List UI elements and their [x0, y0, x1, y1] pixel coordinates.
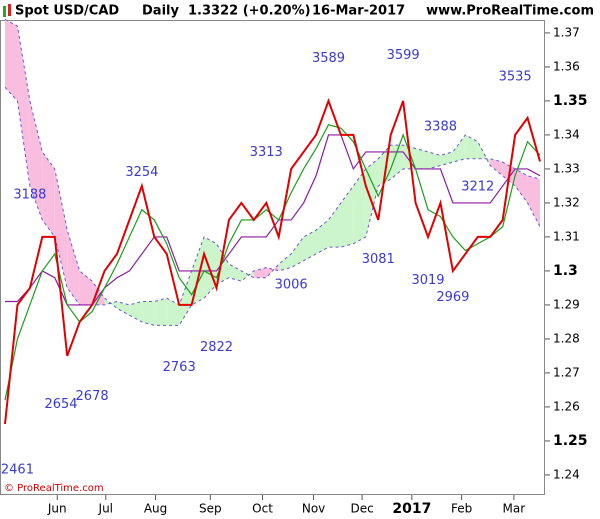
annotation: 2763: [163, 360, 196, 375]
x-tick-label: Aug: [144, 502, 167, 516]
y-tick-label: 1.25: [553, 433, 588, 449]
annotation: 2822: [200, 340, 233, 355]
y-tick-label: 1.36: [553, 59, 580, 73]
cloud-segment: [515, 168, 528, 203]
x-tick-label: Jul: [98, 502, 113, 516]
x-tick-label: Jun: [47, 502, 67, 516]
cloud-segment: [166, 298, 180, 326]
cloud-segment: [17, 26, 30, 186]
cloud-segment: [452, 134, 466, 163]
x-tick-label: Nov: [302, 502, 325, 516]
annotation: 3212: [461, 179, 494, 194]
annotation: 3254: [125, 165, 158, 180]
y-tick-label: 1.26: [553, 399, 580, 413]
annotation: 3313: [250, 145, 283, 160]
interval: Daily: [142, 4, 179, 19]
cloud-segment: [390, 145, 404, 180]
cloud-segment: [490, 158, 503, 176]
source: www.ProRealTime.com: [426, 4, 594, 19]
annotation: 3188: [13, 188, 46, 203]
cloud-segment: [179, 270, 192, 326]
y-tick-label: 1.35: [553, 93, 588, 109]
cloud-segment: [228, 264, 242, 282]
series-line: [4, 98, 541, 425]
annotation: 3006: [275, 277, 308, 292]
cloud-segment: [253, 267, 267, 278]
cloud-segment: [278, 253, 292, 271]
y-tick-label: 1.28: [553, 331, 580, 345]
plot-frame: [0, 20, 545, 495]
y-tick-label: 1.29: [553, 297, 580, 311]
annotation: 3388: [424, 120, 457, 135]
cloud-segment: [440, 151, 453, 166]
cloud-segment: [154, 298, 167, 326]
cloud-segment: [303, 230, 317, 261]
annotation: 3599: [387, 48, 420, 63]
y-tick-label: 1.33: [553, 161, 580, 175]
cloud-segment: [365, 158, 379, 237]
chart-title: Spot USD/CAD: [15, 4, 119, 19]
date: 16-Mar-2017: [312, 4, 405, 19]
cloud-segment: [141, 301, 155, 326]
annotation: 3589: [312, 51, 345, 66]
cloud-segment: [67, 230, 80, 305]
cloud-segment: [428, 151, 441, 169]
copyright: © ProRealTime.com: [4, 483, 104, 494]
cloud-segment: [79, 270, 93, 305]
cloud-segment: [328, 202, 341, 248]
cloud-segment: [291, 236, 304, 268]
last-price: 1.3322 (+0.20%): [188, 4, 311, 19]
x-tick-label: Dec: [350, 502, 373, 516]
annotation: 3081: [362, 252, 395, 267]
cloud-segment: [42, 151, 55, 237]
logo-icon: [3, 4, 11, 17]
y-tick-label: 1.3: [553, 263, 578, 279]
y-tick-label: 1.27: [553, 365, 580, 379]
cloud-segment: [316, 219, 329, 254]
cloud-segment: [415, 148, 429, 169]
cloud-segment: [29, 100, 43, 220]
annotation: 2678: [76, 389, 109, 404]
cloud-edge: [4, 86, 541, 306]
cloud-segment: [340, 185, 354, 248]
cloud-segment: [5, 19, 18, 101]
annotation: 2654: [44, 397, 77, 412]
cloud-segment: [527, 175, 540, 227]
annotation: 2461: [1, 463, 34, 478]
annotation: 3019: [411, 273, 444, 288]
annotation: 2969: [436, 290, 469, 305]
x-tick-label: Oct: [252, 502, 273, 516]
series-line: [4, 124, 541, 401]
y-tick-label: 1.31: [553, 229, 580, 243]
x-tick-label: Feb: [451, 502, 472, 516]
cloud-edge: [4, 18, 541, 326]
cloud-segment: [129, 301, 142, 322]
cloud-segment: [353, 168, 366, 244]
cloud-segment: [116, 301, 130, 316]
cloud-segment: [54, 168, 68, 288]
y-tick-label: 1.32: [553, 195, 580, 209]
cloud-segment: [477, 141, 491, 166]
cloud-segment: [204, 236, 217, 299]
y-tick-label: 1.34: [553, 127, 580, 141]
cloud-segment: [465, 134, 478, 159]
x-tick-label: Mar: [503, 502, 526, 516]
y-tick-label: 1.37: [553, 25, 580, 39]
y-tick-label: 1.24: [553, 467, 580, 481]
x-tick-label: 2017: [392, 501, 431, 517]
x-tick-label: Sep: [199, 502, 222, 516]
annotation: 3535: [499, 70, 532, 85]
